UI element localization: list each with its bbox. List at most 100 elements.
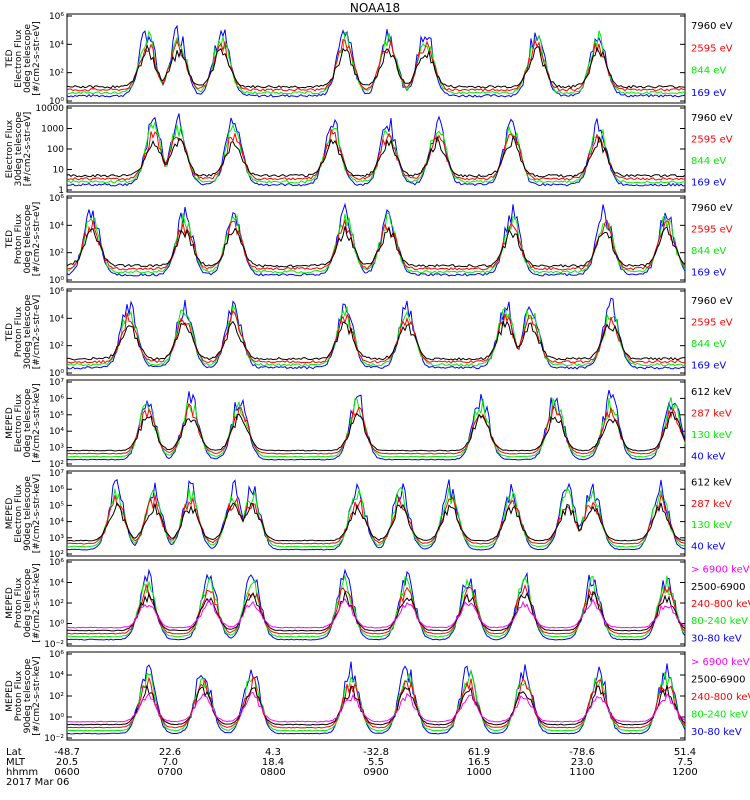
y-axis-label: TED (5, 230, 15, 249)
footer-hhmm-value: 0700 (157, 767, 183, 778)
panel-frame (66, 470, 686, 557)
legend-entry: 80-240 keV (691, 710, 748, 721)
panel-6: 10² 10³ 10⁴ 10⁵ 10⁶ 10⁷ MEPED Electron Flux 90de… (5, 469, 732, 560)
legend-entry: 2595 eV (691, 224, 733, 235)
y-axis-label: Proton Flux (14, 213, 24, 264)
y-tick-label: 10⁰ (49, 369, 64, 379)
panel-2: 1 10 100 1000 10000 Electron Flux 30deg telesc… (5, 104, 733, 196)
legend-entry: 240-800 keV (691, 692, 750, 703)
y-axis-label: MEPED (5, 680, 15, 712)
y-axis-label: Electron Flux (14, 29, 24, 88)
y-tick-label: 10⁰ (49, 620, 64, 630)
footer-mlt-value: 18.4 (261, 757, 285, 768)
y-tick-label: 10⁴ (49, 40, 64, 50)
chart-title: NOAA18 (349, 1, 401, 15)
y-axis-label: [#/cm2-s-str-keV] (32, 656, 42, 735)
y-axis-label: TED (5, 323, 15, 342)
footer-lat-value: 4.3 (265, 747, 281, 758)
y-tick-label: 10⁵ (49, 411, 64, 421)
footer-hhmm-label: hhmm (6, 767, 39, 778)
y-tick-label: 10² (49, 342, 64, 352)
series-trace (66, 127, 685, 181)
series-trace (66, 121, 686, 184)
y-axis-label: 0deg telescope (23, 204, 33, 274)
footer-hhmm-value: 1200 (672, 767, 698, 778)
y-tick-label: 10² (49, 599, 64, 609)
series-trace (66, 597, 686, 629)
legend-entry: 287 keV (691, 408, 732, 419)
series-trace (66, 218, 686, 271)
legend-entry: 7960 eV (691, 21, 733, 32)
series-trace (66, 486, 686, 548)
y-axis-label: Electron Flux (14, 393, 24, 452)
y-tick-label: 10⁷ (49, 378, 64, 388)
series-trace (66, 411, 686, 452)
y-axis-label: 0deg telescope (23, 388, 33, 458)
series-trace (66, 320, 685, 361)
panel-8: 10⁻² 10⁰ 10² 10⁴ 10⁶ MEPED Proton Flux 90deg te… (5, 650, 750, 744)
series-trace (66, 202, 686, 277)
series-trace (66, 38, 686, 92)
legend-entry: 2500-6900 (691, 674, 746, 685)
series-trace (66, 675, 686, 729)
y-axis-label: 0deg telescope (23, 568, 33, 638)
y-tick-label: 10000 (35, 104, 64, 114)
legend-entry: 169 eV (691, 267, 726, 278)
footer-lat-value: -32.8 (363, 747, 389, 758)
y-tick-label: 100 (47, 145, 64, 155)
y-axis-label: [#/cm2-s-str-keV] (32, 474, 42, 553)
y-tick-label: 10⁶ (49, 12, 64, 22)
y-axis-label: Electron Flux (14, 484, 24, 543)
series-trace (66, 43, 686, 89)
legend-entry: 844 eV (691, 66, 726, 77)
y-tick-label: 10⁶ (49, 287, 64, 297)
legend-entry: 7960 eV (691, 203, 733, 214)
y-tick-label: 1 (58, 186, 64, 196)
y-tick-label: 10⁷ (49, 469, 64, 479)
legend-entry: 2595 eV (691, 317, 733, 328)
footer-hhmm-value: 0900 (363, 767, 389, 778)
series-trace (66, 582, 686, 635)
y-axis-label: 0deg telescope (23, 24, 33, 94)
series-trace (66, 568, 686, 641)
panel-1: 10⁰ 10² 10⁴ 10⁶ TED Electron Flux 0deg telesco… (5, 12, 733, 107)
y-tick-label: 10² (49, 249, 64, 259)
legend-entry: 844 eV (691, 156, 726, 167)
footer-lat-value: -78.6 (569, 747, 595, 758)
panel-frame (66, 379, 686, 467)
y-axis-label: Electron Flux (5, 119, 15, 178)
y-tick-label: 10⁴ (49, 518, 64, 528)
y-axis-label: Proton Flux (14, 670, 24, 721)
legend-entry: 40 keV (691, 451, 725, 462)
legend-entry: > 6900 keV (691, 565, 750, 576)
y-axis-label: [#/cm2-s-str-eV] (32, 202, 42, 277)
legend-entry: 240-800 keV (691, 599, 750, 610)
footer-lat-value: 61.9 (467, 747, 491, 758)
y-tick-label: 1000 (41, 125, 64, 135)
y-tick-label: 10⁰ (49, 713, 64, 723)
panel-4: 10⁰ 10² 10⁴ 10⁶ TED Proton Flux 30deg telescop… (5, 287, 733, 379)
legend-entry: 169 eV (691, 177, 726, 188)
series-trace (66, 661, 686, 735)
footer-mlt-value: 7.5 (677, 757, 693, 768)
legend-entry: 130 keV (691, 430, 732, 441)
legend-entry: 7960 eV (691, 113, 733, 124)
footer-hhmm-value: 0600 (54, 767, 80, 778)
series-trace (66, 304, 686, 367)
footer-mlt-value: 16.5 (467, 757, 491, 768)
series-trace (66, 134, 686, 178)
legend-entry: 844 eV (691, 339, 726, 350)
legend-entry: 169 eV (691, 88, 726, 99)
y-tick-label: 10⁻² (44, 734, 64, 744)
panel-7: 10⁻² 10⁰ 10² 10⁴ 10⁶ MEPED Proton Flux 0deg tel… (5, 558, 750, 650)
legend-entry: 2500-6900 (691, 582, 746, 593)
series-trace (67, 397, 686, 458)
footer-mlt-value: 7.0 (162, 757, 178, 768)
y-axis-label: Proton Flux (14, 577, 24, 628)
y-axis-label: [#/cm2-s-str-eV] (32, 21, 42, 96)
y-axis-label: 30deg telescope (23, 294, 33, 369)
y-tick-label: 10² (49, 692, 64, 702)
footer-hhmm-value: 0800 (260, 767, 286, 778)
series-trace (66, 684, 686, 726)
series-trace (66, 29, 686, 95)
